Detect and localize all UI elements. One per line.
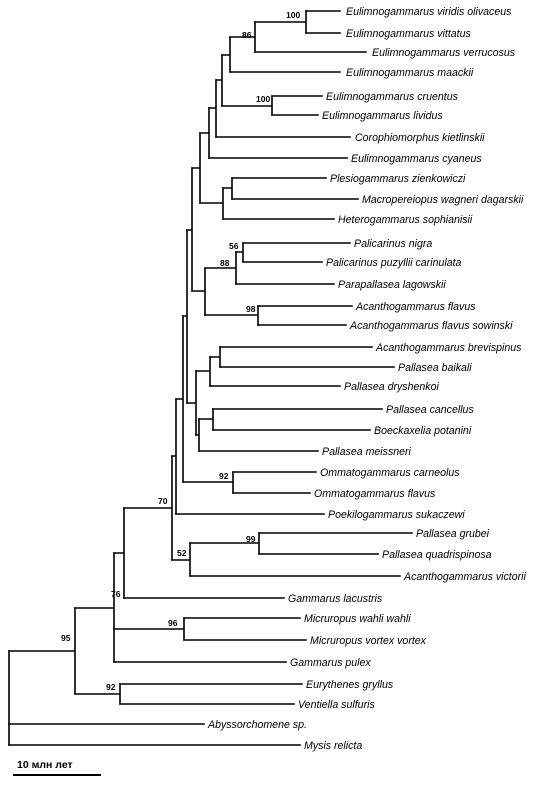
taxon-label: Acanthogammarus flavus <box>355 301 476 313</box>
taxon-label: Eulimnogammarus cruentus <box>326 91 459 103</box>
node-plesio-macro <box>222 177 233 200</box>
node-viridis-verrucosus <box>229 21 256 53</box>
taxon-label: Corophiomorphus kietlinskii <box>355 132 485 144</box>
node-ingroup <box>8 607 76 695</box>
taxon-label: Gammarus lacustris <box>288 593 383 605</box>
taxon-label: Pallasea baikali <box>398 362 472 374</box>
node-cancellus-boeckaxelia <box>198 408 214 431</box>
node-brevispinus-baikali <box>209 346 221 368</box>
node-acanthogammarus-flavus <box>204 305 259 326</box>
bootstrap-value: 96 <box>168 618 178 628</box>
taxon-label: Pallasea quadrispinosa <box>382 549 492 561</box>
bootstrap-value: 98 <box>246 304 256 314</box>
taxon-label: Boeckaxelia potanini <box>374 425 472 437</box>
node-palicarinus-parapallasea <box>204 251 237 285</box>
taxon-label: Eulimnogammarus cyaneus <box>351 153 482 165</box>
node-with-ommatogammarus <box>175 315 184 483</box>
taxon-label: Acanthogammarus brevispinus <box>375 342 522 354</box>
taxon-label: Ventiella sulfuris <box>298 699 375 711</box>
taxon-label: Ommatogammarus carneolus <box>320 467 460 479</box>
taxon-label: Eulimnogammarus lividus <box>322 110 443 122</box>
bootstrap-value: 70 <box>158 496 168 506</box>
node-with-cyaneus <box>199 107 210 159</box>
taxon-label: Ommatogammarus flavus <box>314 488 436 500</box>
bootstrap-value: 52 <box>177 548 187 558</box>
bootstrap-value: 95 <box>61 633 71 643</box>
taxon-label: Poekilogammarus sukaczewi <box>328 509 465 521</box>
bootstrap-value: 100 <box>286 10 300 20</box>
taxon-label: Eulimnogammarus viridis olivaceus <box>346 6 512 18</box>
taxon-label: Micruropus wahli wahli <box>304 613 411 625</box>
taxon-label: Parapallasea lagowskii <box>338 279 446 291</box>
node-palicarinus <box>235 242 244 263</box>
taxon-label: Macropereiopus wagneri dagarskii <box>362 194 524 206</box>
taxon-label: Pallasea grubei <box>416 528 490 540</box>
node-ommatogammarus <box>182 471 234 494</box>
taxon-label: Pallasea meissneri <box>322 446 412 458</box>
bootstrap-value: 92 <box>219 471 229 481</box>
bootstrap-value: 76 <box>111 589 121 599</box>
taxon-label: Palicarinus puzyllii carinulata <box>326 257 462 269</box>
taxon-label: Acanthogammarus victorii <box>403 571 527 583</box>
bootstrap-value: 56 <box>229 241 239 251</box>
taxon-label: Palicarinus nigra <box>354 238 432 250</box>
node-with-dryshenkoi <box>195 356 211 387</box>
node-viridis-vittatus <box>254 10 307 34</box>
taxon-label: Heterogammarus sophianisii <box>338 214 473 226</box>
node-upper-eulimno <box>215 54 223 107</box>
node-pali-acantho <box>191 267 206 316</box>
taxon-label: Pallasea dryshenkoi <box>344 381 439 393</box>
node-upper-baikal <box>186 167 193 292</box>
node-with-corophiomorphus <box>208 79 217 138</box>
node-with-maackii <box>221 36 231 73</box>
taxon-labels: Eulimnogammarus viridis olivaceus Eulimn… <box>207 6 527 752</box>
scale-bar: 10 млн лет <box>13 759 101 776</box>
taxon-label: Micruropus vortex vortex <box>310 635 427 647</box>
taxon-label: Gammarus pulex <box>290 657 371 669</box>
tree-branches <box>8 10 413 746</box>
taxon-label: Plesiogammarus zienkowiczi <box>330 173 466 185</box>
taxon-label: Pallasea cancellus <box>386 404 474 416</box>
node-with-gammarus-lacustris <box>113 507 125 599</box>
node-eulimno-group <box>191 132 201 204</box>
taxon-label: Eulimnogammarus verrucosus <box>372 47 516 59</box>
bootstrap-value: 99 <box>246 534 256 544</box>
node-pallasea-group <box>186 370 197 436</box>
node-with-victorii <box>171 542 191 577</box>
taxon-label: Eulimnogammarus maackii <box>346 67 474 79</box>
bootstrap-value: 100 <box>256 94 270 104</box>
taxon-label: Eurythenes gryllus <box>306 679 394 691</box>
bootstrap-value: 86 <box>242 30 252 40</box>
node-cruentus-lividus <box>221 95 273 116</box>
node-with-heterogammarus <box>199 187 224 220</box>
taxon-label: Eulimnogammarus vittatus <box>346 28 472 40</box>
node-baikal-clade <box>123 455 173 561</box>
bootstrap-value: 88 <box>220 258 230 268</box>
bootstrap-values: 100 86 100 56 88 98 92 70 99 52 76 96 92… <box>61 10 300 692</box>
node-eurythenes-ventiella <box>74 683 121 705</box>
scale-bar-label: 10 млн лет <box>17 759 73 771</box>
taxon-label: Mysis relicta <box>304 740 362 752</box>
node-with-gammarus-pulex <box>74 552 115 663</box>
node-micruropus <box>113 617 185 641</box>
bootstrap-value: 92 <box>106 682 116 692</box>
node-grubei-quadrispinosa <box>189 532 260 555</box>
taxon-label: Abyssorchomene sp. <box>207 719 307 731</box>
taxon-label: Acanthogammarus flavus sowinski <box>349 320 513 332</box>
